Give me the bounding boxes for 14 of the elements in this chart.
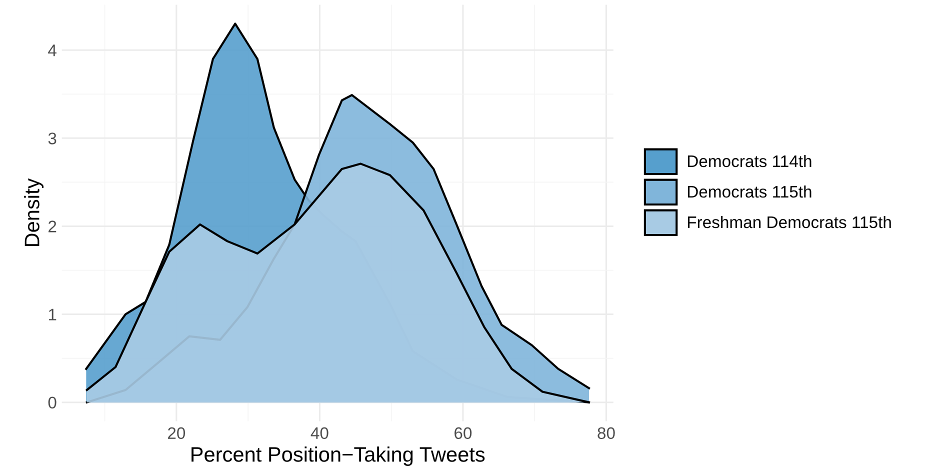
legend-label: Freshman Democrats 115th: [688, 216, 891, 228]
y-tick-label: 3: [48, 132, 56, 144]
x-tick-label: 40: [310, 427, 328, 440]
y-axis-title: Density: [24, 178, 44, 246]
y-tick-label: 0: [48, 396, 56, 409]
x-tick-label: 80: [598, 427, 615, 440]
x-axis-title: Percent Position−Taking Tweets: [192, 446, 485, 466]
x-tick-label: 20: [168, 427, 186, 440]
x-tick-label: 60: [454, 427, 472, 440]
legend-label: Democrats 114th: [688, 154, 812, 168]
y-tick-label: 4: [48, 44, 56, 56]
legend-label: Democrats 115th: [688, 185, 812, 198]
y-tick-label: 1: [48, 308, 56, 320]
y-tick-label: 2: [48, 220, 56, 232]
